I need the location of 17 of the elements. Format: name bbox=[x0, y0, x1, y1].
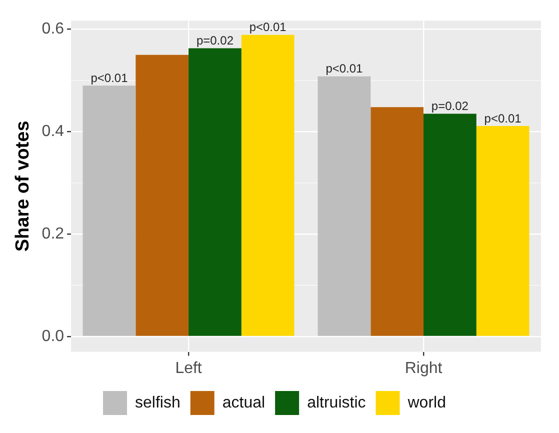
y-tick-label: 0.2 bbox=[42, 225, 64, 242]
annotation: p<0.01 bbox=[326, 62, 364, 76]
legend-label: actual bbox=[222, 394, 266, 412]
x-tick-label: Left bbox=[175, 360, 202, 377]
y-axis-title: Share of votes bbox=[12, 120, 34, 252]
x-tick-label: Right bbox=[404, 360, 443, 377]
y-tick-label: 0.0 bbox=[42, 328, 64, 345]
annotation: p<0.01 bbox=[249, 20, 287, 34]
y-tick-label: 0.4 bbox=[42, 123, 64, 140]
y-tick-label: 0.6 bbox=[42, 20, 64, 38]
annotation: p=0.02 bbox=[196, 34, 234, 48]
legend-label: altruistic bbox=[307, 394, 366, 412]
annotation: p<0.01 bbox=[90, 70, 128, 85]
legend-label: world bbox=[406, 394, 446, 412]
annotation: p=0.02 bbox=[431, 99, 469, 114]
annotation: p<0.01 bbox=[484, 111, 522, 126]
legend-label: selfish bbox=[135, 394, 180, 412]
